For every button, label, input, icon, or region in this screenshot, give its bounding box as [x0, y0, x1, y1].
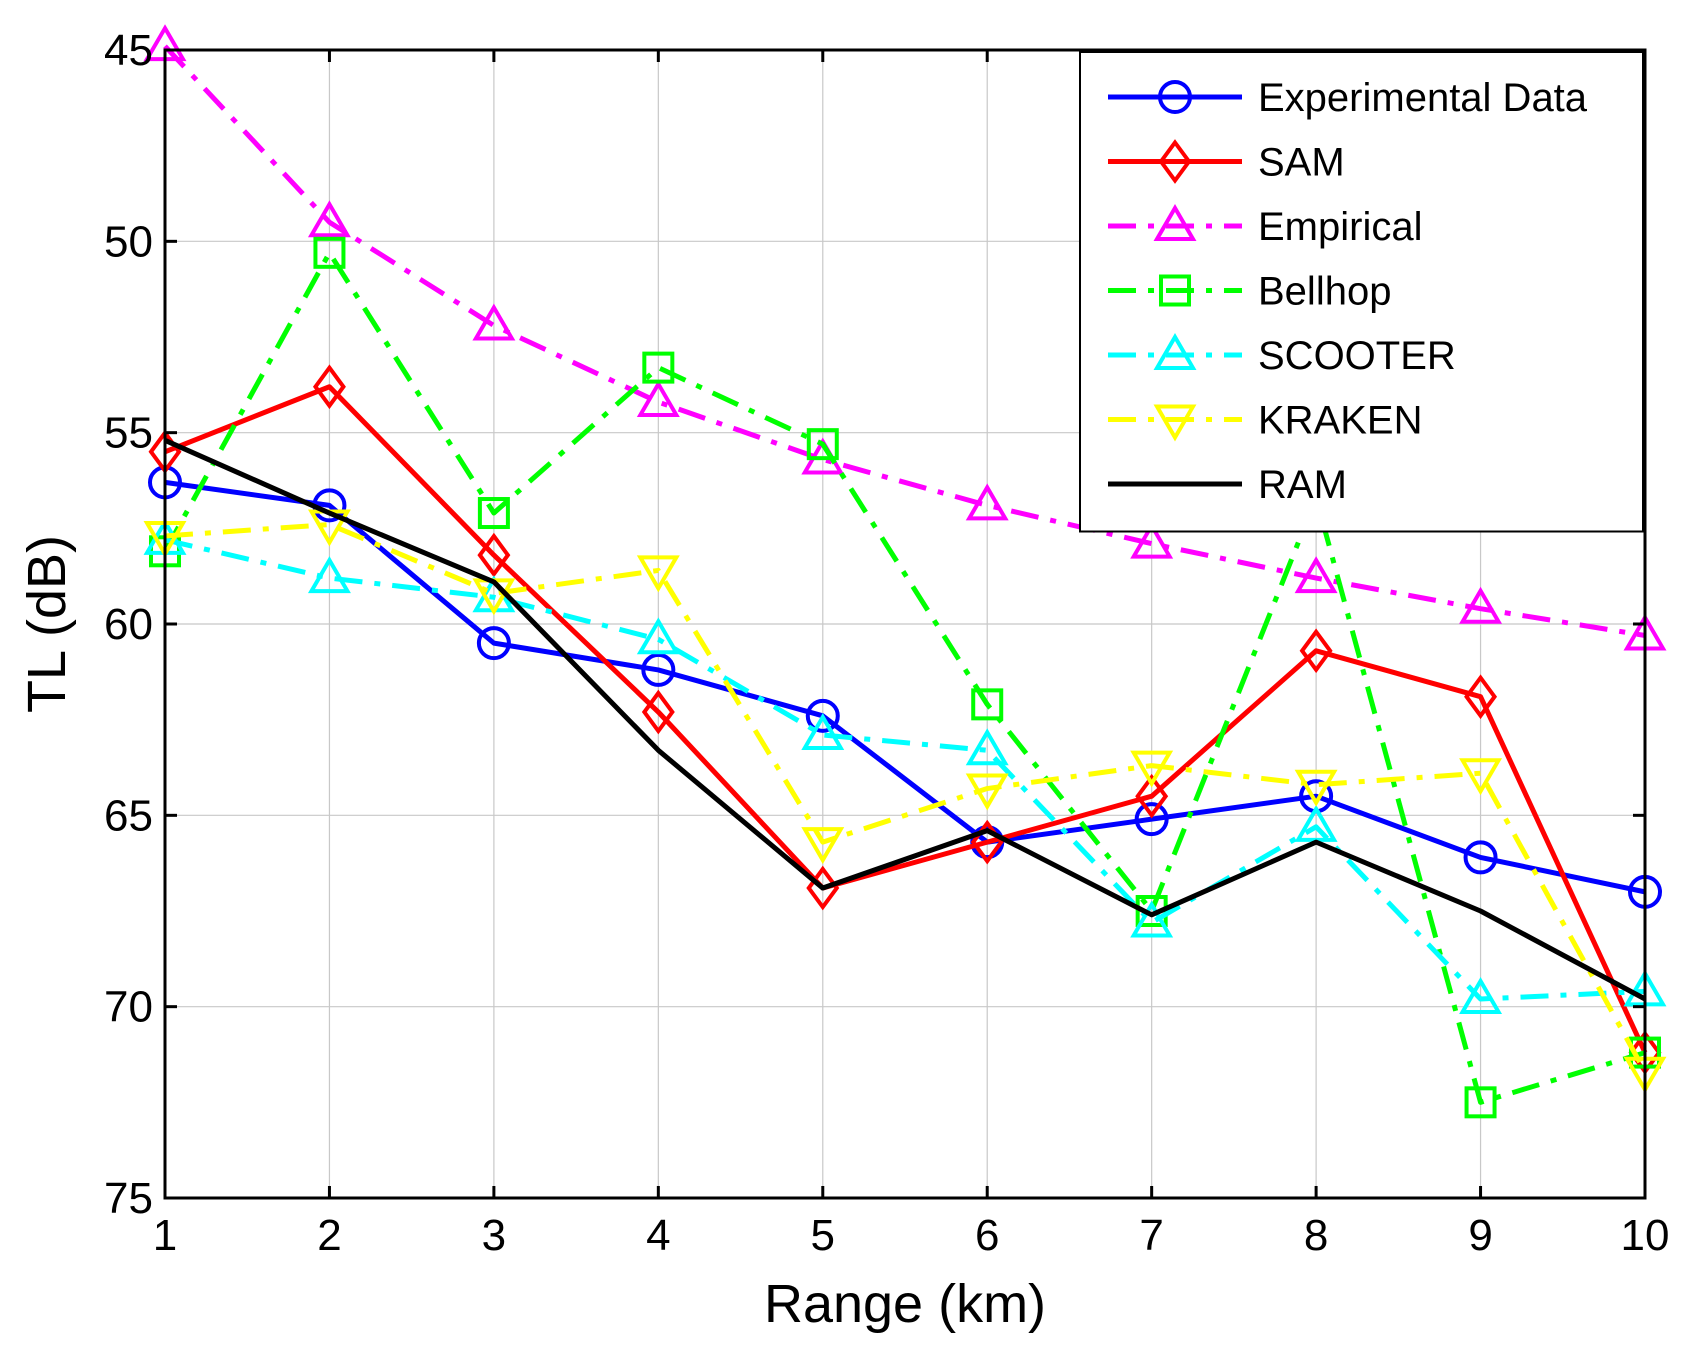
legend-item-ram: RAM	[1108, 463, 1347, 507]
series-scooter	[143, 517, 1667, 1015]
data-point	[806, 428, 839, 461]
legend-item-experimental-data: Experimental Data	[1108, 76, 1588, 120]
data-point	[1134, 802, 1169, 837]
legend-label: Bellhop	[1258, 270, 1391, 314]
series-line	[162, 250, 1646, 1105]
legend-label: RAM	[1258, 463, 1347, 507]
x-tick-label: 10	[1621, 1211, 1670, 1260]
data-point	[636, 555, 680, 593]
data-point	[1464, 1086, 1497, 1119]
x-tick-label: 7	[1139, 1211, 1163, 1260]
x-tick-label: 2	[317, 1211, 341, 1260]
series-group	[143, 24, 1667, 1119]
x-tick-label: 1	[153, 1211, 177, 1260]
legend-item-scooter: SCOOTER	[1108, 333, 1456, 378]
x-tick-label: 8	[1304, 1211, 1328, 1260]
legend: Experimental Data SAM Empirical Bellhop SCOO…	[1079, 51, 1644, 533]
data-point	[636, 617, 680, 655]
data-point	[1130, 900, 1174, 938]
data-point	[965, 728, 1009, 766]
legend-label: Empirical	[1258, 205, 1422, 249]
y-axis-title: TL (dB)	[17, 535, 77, 713]
x-tick-label: 5	[811, 1211, 835, 1260]
series-line	[164, 479, 1646, 895]
data-point	[641, 689, 675, 735]
y-tick-label: 55	[104, 409, 153, 458]
legend-marker	[1159, 274, 1191, 307]
data-point	[642, 351, 675, 384]
data-point	[965, 483, 1009, 521]
legend-item-bellhop: Bellhop	[1108, 270, 1391, 314]
y-tick-label: 50	[104, 217, 153, 266]
y-tick-label: 60	[104, 600, 153, 649]
data-point	[312, 364, 346, 410]
data-point	[1459, 586, 1503, 624]
series-line	[163, 438, 1647, 1002]
data-point	[1299, 628, 1333, 674]
data-point	[1294, 556, 1338, 594]
legend-marker	[1153, 404, 1197, 442]
x-axis-title: Range (km)	[764, 1274, 1046, 1334]
data-point	[801, 827, 845, 865]
series-line	[164, 537, 1646, 1002]
data-point	[477, 532, 511, 578]
data-point	[965, 773, 1009, 811]
data-point	[1459, 977, 1503, 1015]
x-tick-label: 4	[646, 1211, 670, 1260]
legend-label: SAM	[1258, 141, 1345, 185]
legend-label: SCOOTER	[1258, 334, 1456, 378]
data-point	[1130, 521, 1174, 559]
legend-marker	[1158, 80, 1192, 114]
series-line	[164, 522, 1648, 1073]
x-tick-label: 9	[1468, 1211, 1492, 1260]
data-point	[477, 497, 510, 530]
data-point	[1459, 758, 1503, 796]
y-tick-label: 45	[104, 26, 153, 75]
x-tick-label: 3	[482, 1211, 506, 1260]
y-tick-label: 65	[104, 791, 153, 840]
legend-item-empirical: Empirical	[1108, 204, 1422, 249]
data-point	[476, 626, 511, 661]
data-point	[1463, 840, 1498, 875]
data-point	[1135, 773, 1169, 819]
legend-marker	[1153, 204, 1197, 241]
series-line	[164, 384, 1648, 1054]
data-point	[472, 303, 516, 341]
data-point	[805, 698, 840, 733]
legend-label: KRAKEN	[1258, 399, 1423, 443]
series-ram	[163, 438, 1647, 1002]
series-bellhop	[149, 236, 1661, 1119]
legend-item-kraken: KRAKEN	[1108, 399, 1423, 443]
series-line	[163, 44, 1646, 638]
x-tick-label: 6	[975, 1211, 999, 1260]
data-point	[636, 380, 680, 418]
legend-label: Experimental Data	[1258, 76, 1588, 120]
legend-marker	[1153, 333, 1197, 370]
data-point	[313, 236, 346, 269]
y-tick-label: 75	[104, 1174, 153, 1223]
data-point	[1130, 750, 1174, 788]
y-tick-label: 70	[104, 983, 153, 1032]
data-point	[971, 688, 1004, 721]
legend-marker	[1158, 139, 1192, 184]
data-point	[1294, 769, 1338, 807]
data-point	[801, 712, 845, 750]
legend-item-sam: SAM	[1108, 139, 1345, 185]
data-point	[307, 200, 351, 238]
data-point	[641, 652, 676, 687]
data-point	[307, 556, 351, 594]
data-point	[1464, 674, 1498, 720]
